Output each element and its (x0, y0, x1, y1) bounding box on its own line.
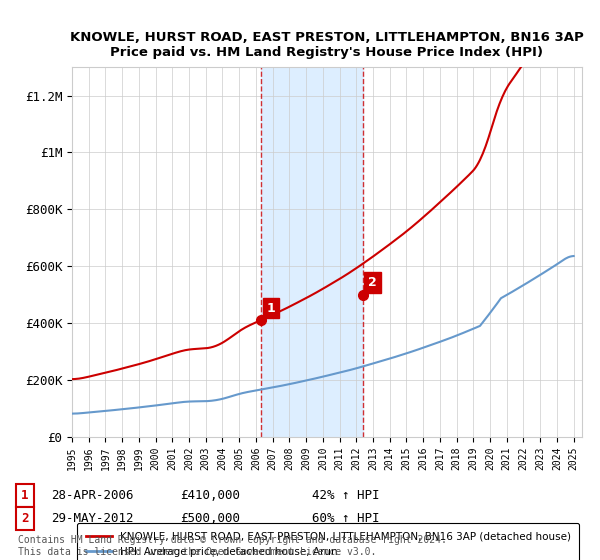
Text: 2: 2 (368, 276, 377, 289)
Title: KNOWLE, HURST ROAD, EAST PRESTON, LITTLEHAMPTON, BN16 3AP
Price paid vs. HM Land: KNOWLE, HURST ROAD, EAST PRESTON, LITTLE… (70, 31, 584, 59)
Legend: KNOWLE, HURST ROAD, EAST PRESTON, LITTLEHAMPTON, BN16 3AP (detached house), HPI:: KNOWLE, HURST ROAD, EAST PRESTON, LITTLE… (77, 524, 579, 560)
Text: Contains HM Land Registry data © Crown copyright and database right 2024.
This d: Contains HM Land Registry data © Crown c… (18, 535, 447, 557)
Text: 1: 1 (266, 302, 275, 315)
Text: 42% ↑ HPI: 42% ↑ HPI (312, 489, 380, 502)
Text: £410,000: £410,000 (180, 489, 240, 502)
Text: £500,000: £500,000 (180, 511, 240, 525)
Text: 28-APR-2006: 28-APR-2006 (51, 489, 133, 502)
Text: 60% ↑ HPI: 60% ↑ HPI (312, 511, 380, 525)
Bar (261, 67, 363, 437)
Text: 29-MAY-2012: 29-MAY-2012 (51, 511, 133, 525)
Text: 1: 1 (21, 489, 29, 502)
Text: 2: 2 (21, 511, 29, 525)
